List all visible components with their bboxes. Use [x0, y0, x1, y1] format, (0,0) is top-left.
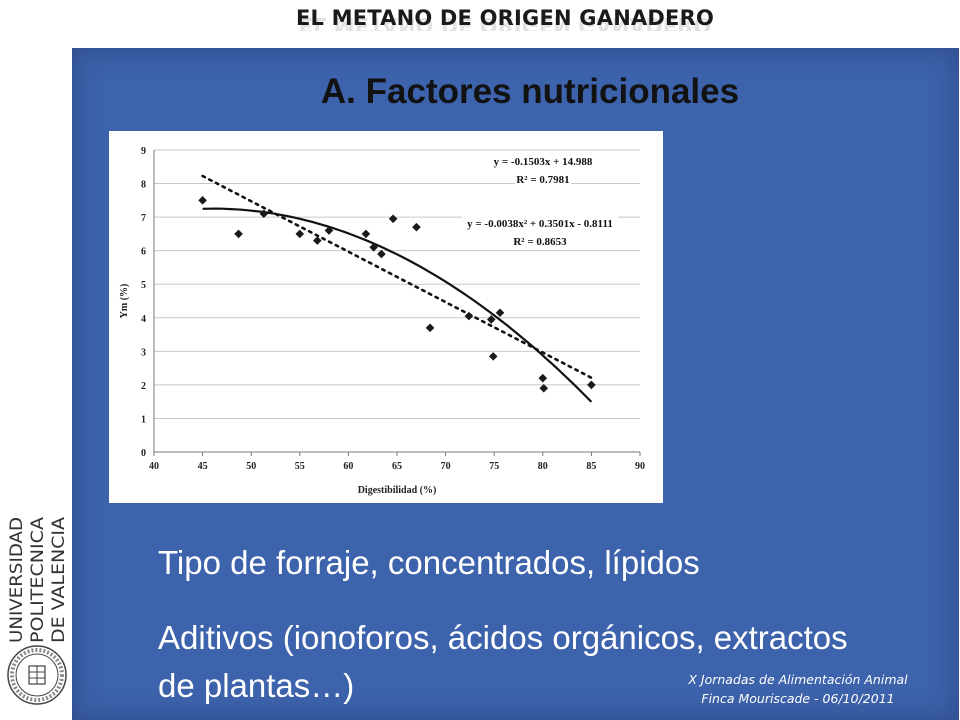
x-tick-label: 55 — [295, 461, 305, 472]
footer-event-name: X Jornadas de Alimentación Animal — [688, 672, 908, 687]
data-point — [295, 229, 305, 239]
y-tick-label: 3 — [141, 347, 146, 358]
x-tick-label: 80 — [538, 461, 548, 472]
x-tick-label: 70 — [441, 461, 451, 472]
university-seal-icon — [7, 645, 67, 705]
linear-fit-line — [201, 174, 593, 380]
x-tick-label: 50 — [246, 461, 256, 472]
x-tick-label: 45 — [198, 461, 208, 472]
x-tick-label: 90 — [635, 461, 645, 472]
data-point — [587, 380, 596, 390]
chart-container: 0 1 2 3 4 5 6 7 8 9 40 45 50 55 60 65 70 75 80 85 90 Digestib… — [109, 131, 663, 503]
data-point — [539, 383, 549, 393]
data-point — [488, 352, 498, 361]
y-tick-label: 0 — [141, 448, 146, 459]
data-point — [464, 311, 474, 321]
data-point — [361, 229, 371, 239]
bullet-forage-types: Tipo de forraje, concentrados, lípidos — [158, 544, 700, 581]
data-point — [388, 214, 398, 224]
data-point — [425, 323, 435, 333]
annotation-background — [480, 154, 606, 168]
y-tick-label: 7 — [141, 213, 146, 224]
data-point — [538, 373, 548, 383]
x-tick-label: 85 — [586, 461, 596, 472]
data-point — [377, 249, 386, 259]
data-point — [486, 315, 496, 324]
data-point — [234, 229, 243, 239]
university-logo-text: UNIVERSIDAD POLITECNICA DE VALENCIA — [7, 517, 67, 643]
annotation-background — [515, 172, 571, 186]
quadratic-r2-label: R² = 0.8653 — [513, 236, 567, 248]
data-point — [495, 308, 505, 318]
x-tick-label: 60 — [343, 461, 353, 472]
logo-line-1: UNIVERSIDAD — [7, 517, 27, 643]
y-tick-label: 9 — [141, 146, 146, 157]
footer-location-date: Finca Mouriscade - 06/10/2011 — [701, 691, 895, 706]
x-tick-label: 65 — [392, 461, 402, 472]
slide-top-title: EL METANO DE ORIGEN GANADERO — [295, 6, 715, 30]
data-point — [259, 209, 269, 219]
y-tick-label: 5 — [141, 280, 146, 291]
bullet-additives: Aditivos (ionoforos, ácidos orgánicos, e… — [158, 619, 848, 704]
linear-r2-label: R² = 0.7981 — [516, 174, 569, 186]
data-point — [312, 236, 322, 245]
logo-line-3: DE VALENCIA — [49, 517, 67, 643]
quadratic-equation-label: y = -0.0038x² + 0.3501x - 0.8111 — [467, 218, 613, 230]
linear-equation-label: y = -0.1503x + 14.988 — [494, 156, 593, 168]
section-title: A. Factores nutricionales — [320, 72, 740, 111]
y-tick-label: 4 — [141, 314, 146, 325]
x-axis-title: Digestibilidad (%) — [358, 485, 437, 496]
data-point — [198, 196, 207, 205]
annotation-background — [512, 234, 568, 248]
logo-line-2: POLITECNICA — [28, 517, 48, 643]
y-tick-label: 8 — [141, 180, 146, 191]
slide-top-title-reflection: EL METANO DE ORIGEN GANADERO — [298, 17, 712, 31]
data-point — [412, 222, 421, 232]
y-tick-label: 1 — [141, 414, 146, 425]
y-axis-title: Ym (%) — [119, 284, 130, 319]
y-tick-label: 2 — [141, 381, 146, 392]
quadratic-fit-curve — [202, 207, 593, 403]
y-tick-label: 6 — [141, 247, 146, 258]
annotation-background — [462, 216, 618, 230]
x-tick-label: 75 — [489, 461, 499, 472]
x-tick-label: 40 — [149, 461, 159, 472]
footer: X Jornadas de Alimentación Animal Finca … — [648, 670, 948, 708]
